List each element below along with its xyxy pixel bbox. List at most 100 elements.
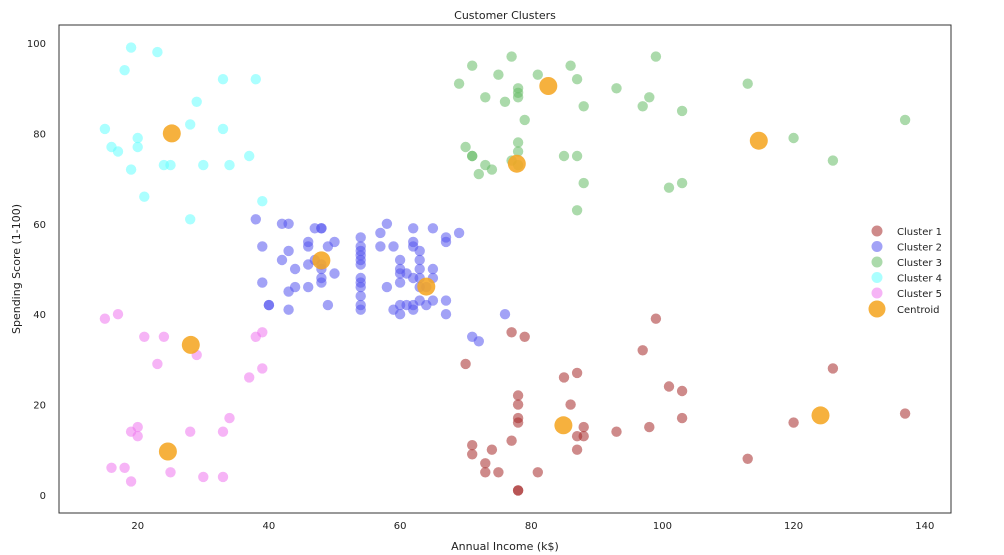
cluster-3-point bbox=[486, 164, 498, 175]
cluster-3-point bbox=[578, 101, 589, 112]
cluster-2-point bbox=[388, 241, 399, 252]
cluster-1-point bbox=[493, 467, 504, 478]
cluster-1-point bbox=[480, 458, 491, 469]
cluster-1-point bbox=[899, 408, 911, 419]
cluster-4-point bbox=[99, 123, 111, 135]
cluster-4-point bbox=[185, 214, 196, 225]
cluster-1-point bbox=[506, 327, 517, 338]
cluster-3-point bbox=[499, 96, 511, 108]
centroid-point bbox=[158, 442, 177, 461]
centroid-point bbox=[554, 416, 573, 435]
cluster-1-point bbox=[788, 417, 799, 428]
cluster-1-point bbox=[467, 440, 478, 451]
cluster-3-point bbox=[611, 83, 622, 94]
cluster-1-point bbox=[827, 363, 839, 374]
cluster-2-point bbox=[394, 254, 406, 266]
legend-marker bbox=[871, 256, 883, 268]
cluster-3-point bbox=[558, 150, 570, 162]
cluster-5-point bbox=[257, 327, 268, 338]
cluster-2-point bbox=[355, 241, 366, 252]
cluster-1-point bbox=[519, 331, 530, 342]
cluster-4-point bbox=[185, 119, 196, 130]
legend-marker bbox=[871, 272, 883, 283]
y-tick-label: 20 bbox=[33, 401, 46, 412]
legend-marker bbox=[871, 225, 883, 237]
cluster-3-point bbox=[473, 168, 484, 180]
cluster-2-point bbox=[289, 263, 301, 275]
x-axis-ticks: 20 40 60 80 100 120 140 bbox=[131, 521, 934, 532]
cluster-2-point bbox=[427, 263, 439, 275]
cluster-2-point bbox=[381, 218, 393, 229]
y-axis-label: Spending Score (1-100) bbox=[10, 204, 23, 334]
cluster-2-point bbox=[375, 241, 386, 252]
cluster-2-point bbox=[355, 281, 366, 293]
legend-label: Cluster 2 bbox=[897, 243, 942, 254]
cluster-1-point bbox=[676, 385, 688, 397]
cluster-4-point bbox=[119, 65, 130, 76]
cluster-2-point bbox=[257, 241, 268, 252]
cluster-3-point bbox=[467, 60, 478, 71]
cluster-5-point bbox=[125, 476, 137, 487]
cluster-4-point bbox=[152, 46, 163, 58]
x-tick-label: 120 bbox=[784, 521, 803, 532]
cluster-3-point bbox=[460, 141, 471, 153]
cluster-1-point bbox=[558, 372, 570, 383]
cluster-4-point bbox=[217, 74, 229, 85]
cluster-2-point bbox=[283, 245, 294, 257]
x-tick-label: 80 bbox=[525, 521, 538, 532]
cluster-2-point bbox=[453, 227, 465, 239]
cluster-5-point bbox=[158, 331, 170, 342]
cluster-5-point bbox=[244, 372, 255, 383]
cluster-2-point bbox=[381, 281, 393, 293]
centroid-point bbox=[417, 277, 436, 296]
cluster-2-point bbox=[473, 336, 484, 347]
cluster-1-point bbox=[650, 313, 662, 324]
legend-label: Cluster 3 bbox=[897, 258, 942, 269]
cluster-1-point bbox=[571, 367, 583, 379]
cluster-2-point bbox=[283, 218, 294, 229]
cluster-4-point bbox=[244, 150, 255, 162]
cluster-5-point bbox=[132, 431, 143, 442]
cluster-1-point bbox=[486, 444, 498, 455]
cluster-1-point bbox=[506, 435, 517, 446]
cluster-3-point bbox=[788, 132, 799, 144]
cluster-1-point bbox=[663, 381, 675, 392]
cluster-1-point bbox=[637, 345, 648, 356]
cluster-5-point bbox=[198, 471, 209, 483]
centroid-point bbox=[749, 131, 768, 150]
cluster-1-point bbox=[676, 412, 688, 424]
cluster-2-point bbox=[263, 299, 275, 311]
cluster-4-point bbox=[191, 96, 202, 108]
legend-label: Centroid bbox=[897, 305, 940, 316]
cluster-2-point bbox=[322, 299, 334, 311]
cluster-1-point bbox=[467, 449, 478, 460]
cluster-2-point bbox=[355, 304, 366, 315]
cluster-3-point bbox=[571, 74, 583, 85]
cluster-2-point bbox=[394, 277, 406, 288]
plot-area bbox=[99, 42, 911, 496]
centroid-point bbox=[162, 124, 181, 143]
cluster-3-point bbox=[899, 114, 911, 126]
cluster-2-point bbox=[316, 277, 327, 288]
cluster-2-point bbox=[355, 232, 366, 243]
cluster-3-point bbox=[650, 51, 662, 62]
cluster-4-point bbox=[132, 132, 143, 144]
cluster-4-point bbox=[250, 74, 261, 85]
x-tick-label: 60 bbox=[394, 521, 407, 532]
chart-title: Customer Clusters bbox=[454, 9, 556, 22]
cluster-4-point bbox=[132, 141, 143, 153]
cluster-2-point bbox=[355, 259, 366, 270]
cluster-2-point bbox=[276, 254, 288, 266]
cluster-4-point bbox=[125, 42, 137, 53]
cluster-2-point bbox=[408, 223, 419, 234]
legend-label: Cluster 5 bbox=[897, 289, 942, 300]
cluster-3-point bbox=[571, 205, 583, 216]
cluster-2-point bbox=[355, 272, 366, 284]
cluster-3-point bbox=[644, 92, 655, 103]
y-tick-label: 0 bbox=[40, 491, 46, 502]
cluster-4-point bbox=[139, 191, 150, 202]
cluster-1-point bbox=[460, 358, 471, 370]
cluster-2-point bbox=[329, 236, 340, 248]
cluster-5-point bbox=[257, 363, 268, 374]
